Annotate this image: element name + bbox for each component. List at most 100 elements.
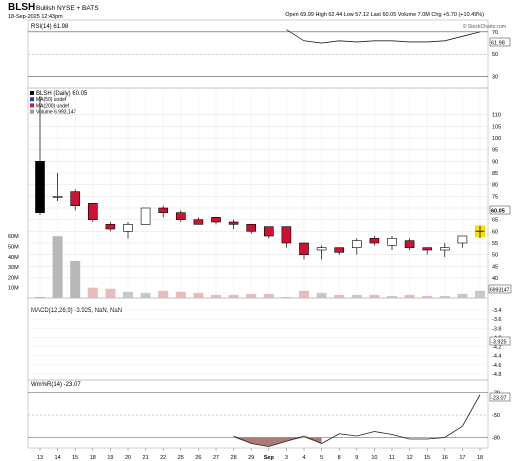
legend-entry: Volume 6,993,147: [36, 110, 77, 116]
x-tick-label: 27: [213, 455, 219, 461]
x-tick-label: 13: [37, 455, 43, 461]
candle-body: [422, 247, 433, 251]
candle-body: [316, 247, 327, 251]
volume-bar: [263, 293, 274, 298]
macd-tick-label: -3.8: [492, 326, 501, 332]
symbol-name: Bullish NYSE + BATS: [36, 5, 99, 12]
credit-text: © StockCharts.com: [463, 23, 506, 30]
candle-body: [193, 219, 204, 225]
x-tick-label: 19: [107, 455, 113, 461]
x-tick-label: 21: [143, 455, 149, 461]
rsi-current-box: [489, 37, 511, 47]
candle-body: [369, 238, 380, 244]
x-tick-label: 26: [195, 455, 201, 461]
quote-line: Open 69.99 High 62.44 Low 57.12 Last 60.…: [285, 12, 484, 18]
legend-entry: BLSH (Daily) 60.05: [36, 91, 88, 97]
volume-bar: [158, 290, 169, 298]
candle-body: [457, 235, 468, 244]
x-tick-label: 11: [389, 455, 395, 461]
volume-bar: [334, 294, 345, 298]
volume-bar: [35, 296, 45, 298]
x-tick-label: 18: [90, 455, 96, 461]
x-tick-label: 4: [302, 455, 305, 461]
volume-bar: [228, 294, 239, 298]
volume-bar: [457, 293, 468, 298]
x-tick-label: 5: [320, 455, 323, 461]
rsi-label: RSI(14) 61.98: [31, 24, 69, 30]
price-tick-label: 95: [492, 148, 498, 154]
x-tick-label: Sep: [264, 455, 275, 461]
rsi-line: [286, 29, 481, 44]
x-tick-label: 10: [371, 455, 377, 461]
macd-tick-label: -3.6: [492, 317, 501, 323]
x-tick-label: 15: [424, 455, 430, 461]
macd-label: MACD(12,26,9) -3.925, NaN, NaN: [31, 308, 122, 314]
price-tick-label: 90: [492, 159, 498, 165]
symbol-title: BLSH: [8, 2, 35, 13]
macd-tick-label: -4.6: [492, 363, 501, 369]
candle-body: [299, 242, 309, 255]
price-tick-label: 60: [492, 229, 498, 235]
legend-swatch: [30, 91, 34, 95]
volume-bar: [140, 292, 151, 298]
volume-tick-label: 50M: [8, 245, 19, 251]
x-tick-label: 16: [442, 455, 448, 461]
volume-bar: [475, 290, 485, 298]
volume-bar: [123, 291, 133, 298]
price-tick-label: 100: [492, 136, 501, 142]
candle-body: [351, 240, 362, 248]
legend-swatch: [30, 97, 34, 102]
price-tick-label: 105: [492, 124, 501, 130]
price-tick-label: 80: [492, 183, 498, 189]
candle-body: [140, 207, 151, 225]
macd-tick-label: -4.2: [492, 345, 501, 351]
volume-tick-label: 10M: [8, 286, 19, 292]
price-tick-label: 65: [492, 218, 498, 224]
legend-entry: MA(200) undef: [36, 103, 70, 109]
macd-tick-label: -3.4: [492, 308, 501, 314]
volume-bar: [87, 287, 98, 298]
candle-body: [387, 238, 397, 246]
candle-body: [52, 196, 63, 198]
candle-body: [263, 226, 274, 237]
willr-tick-label: -50: [492, 413, 500, 419]
volume-bar: [404, 294, 415, 298]
volume-bar: [439, 295, 450, 298]
volume-bar: [369, 294, 380, 298]
volume-tick-label: 30M: [8, 265, 19, 271]
price-tick-label: 110: [492, 113, 501, 119]
x-tick-label: 29: [248, 455, 254, 461]
x-tick-label: 14: [55, 455, 61, 461]
x-tick-label: 25: [178, 455, 184, 461]
candle-body: [158, 207, 168, 213]
legend-entry: MA(50) undef: [36, 97, 67, 103]
volume-current-box: [488, 284, 512, 294]
date-time: 18-Sep-2025 12:43pm: [8, 14, 63, 20]
x-tick-label: 9: [355, 455, 358, 461]
rsi-current-label: 61.98: [491, 41, 505, 47]
candle-body: [281, 226, 292, 244]
x-tick-label: 22: [160, 455, 166, 461]
volume-current-label: 6993147: [490, 288, 510, 294]
x-tick-label: 12: [407, 455, 413, 461]
candle-body: [176, 212, 186, 220]
volume-bar: [351, 294, 362, 298]
willr-tick-label: -80: [492, 436, 500, 442]
volume-bar: [175, 291, 186, 298]
x-tick-label: 3: [285, 455, 288, 461]
x-tick-label: 17: [459, 455, 465, 461]
x-tick-label: 20: [125, 455, 131, 461]
price-current-label: 60.05: [491, 209, 505, 215]
macd-current-box: [489, 336, 511, 346]
willr-line: [233, 394, 481, 447]
willr-current-box: [489, 392, 511, 402]
volume-bar: [246, 293, 257, 298]
macd-tick-label: -4.8: [492, 372, 501, 378]
volume-bar: [193, 292, 204, 298]
rsi-tick-label: 30: [492, 75, 498, 81]
price-tick-label: 40: [492, 276, 498, 282]
candle-body: [88, 203, 98, 220]
price-tick-label: 85: [492, 171, 498, 177]
rsi-tick-label: 70: [492, 30, 498, 36]
